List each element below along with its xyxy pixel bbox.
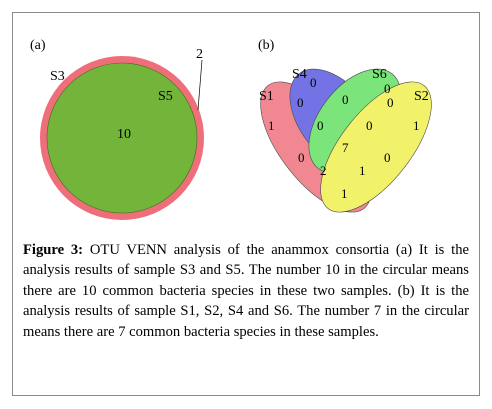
s3-only-value: 2 [196, 47, 203, 62]
s3-only-pointer [197, 59, 203, 111]
region-all-four: 7 [342, 140, 349, 155]
region-s1-s4: 0 [297, 95, 304, 110]
set-s5-circle [46, 62, 198, 214]
venn-figure: (a) 2 S3 S5 10 (b) S1 S4 S6 S2 1 0 0 1 0… [30, 38, 432, 220]
region-s1-only: 1 [268, 118, 275, 133]
set-s5-label: S5 [158, 89, 173, 104]
set-s2-label: S2 [414, 89, 429, 104]
region-s1-s6: 0 [298, 150, 305, 165]
panel-a-label: (a) [30, 38, 46, 53]
region-s6-s2: 0 [387, 95, 394, 110]
set-s2-ellipse [320, 81, 432, 213]
region-s4-s6: 0 [342, 92, 349, 107]
region-s1-s6-s2: 2 [320, 163, 327, 178]
region-s4-only: 0 [310, 75, 317, 90]
shared-s3-s5-value: 10 [117, 127, 131, 142]
region-s4-s6-s2: 0 [366, 118, 373, 133]
region-s2-only: 1 [413, 118, 420, 133]
region-s1-s2: 1 [341, 186, 348, 201]
set-s3-label: S3 [50, 69, 65, 84]
region-s1-s4-s6: 0 [317, 118, 324, 133]
figure-caption: Figure 3: OTU VENN analysis of the anamm… [23, 240, 469, 342]
caption-text: OTU VENN analysis of the anammox consort… [23, 242, 469, 340]
caption-label: Figure 3: [23, 242, 84, 258]
panel-b-label: (b) [258, 38, 275, 53]
region-s6-only: 0 [384, 81, 391, 96]
set-s6-label: S6 [372, 67, 387, 82]
region-s4-s2: 0 [384, 150, 391, 165]
set-s4-label: S4 [292, 67, 307, 82]
set-s1-label: S1 [259, 89, 274, 104]
region-s1-s4-s2: 1 [359, 163, 366, 178]
